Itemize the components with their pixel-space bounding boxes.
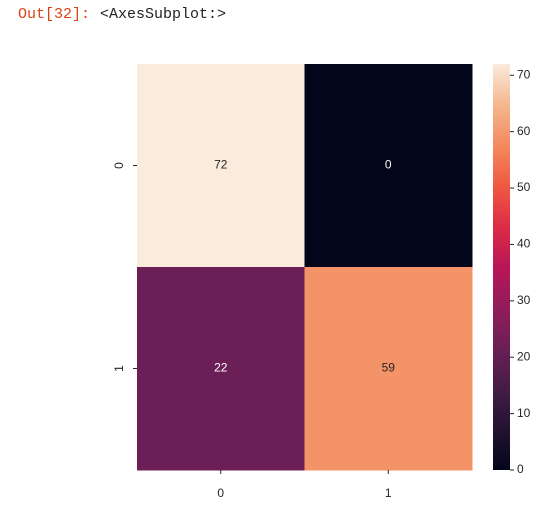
colorbar-tick-label: 30 xyxy=(517,293,531,307)
output-prompt: Out[32]: <AxesSubplot:> xyxy=(18,6,226,23)
x-tick-label: 1 xyxy=(385,486,392,500)
colorbar xyxy=(493,64,510,470)
colorbar-tick-label: 0 xyxy=(517,462,524,476)
heatmap-cell xyxy=(137,64,305,268)
output-text: <AxesSubplot:> xyxy=(100,6,227,23)
cell-label: 0 xyxy=(385,158,392,172)
prompt-number: Out[32]: xyxy=(18,6,91,23)
cell-label: 72 xyxy=(214,158,228,172)
colorbar-tick-label: 20 xyxy=(517,349,531,363)
y-tick-label: 0 xyxy=(112,162,126,169)
x-tick-label: 0 xyxy=(217,486,224,500)
heatmap-cell xyxy=(137,267,305,471)
y-tick-label: 1 xyxy=(112,365,126,372)
cell-label: 22 xyxy=(214,361,228,375)
colorbar-tick-label: 70 xyxy=(517,67,531,81)
colorbar-tick-label: 60 xyxy=(517,124,531,138)
colorbar-tick-label: 50 xyxy=(517,180,531,194)
colorbar-tick-label: 40 xyxy=(517,237,531,251)
heatmap-cell xyxy=(304,64,473,268)
heatmap-cell xyxy=(304,267,473,471)
cell-label: 59 xyxy=(382,361,396,375)
colorbar-tick-label: 10 xyxy=(517,406,531,420)
